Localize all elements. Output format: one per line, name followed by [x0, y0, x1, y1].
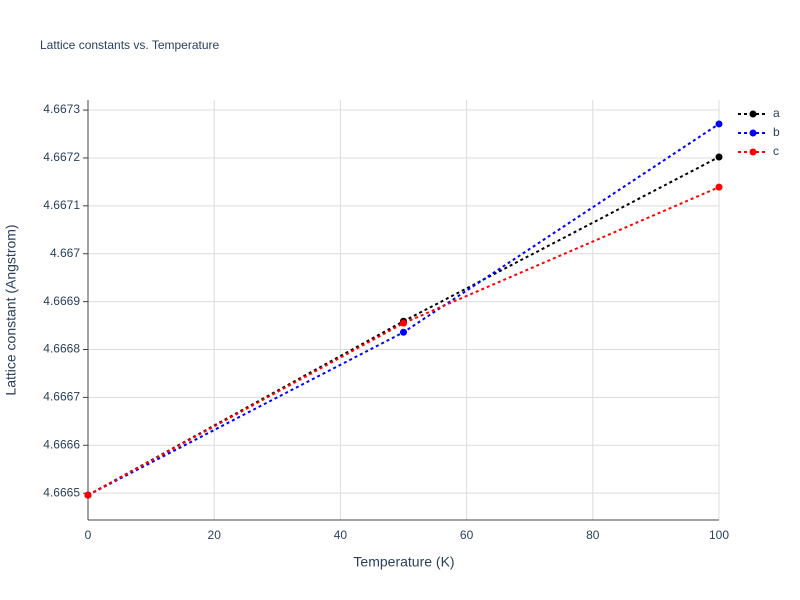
legend-marker [749, 129, 757, 137]
y-tick-label: 4.667 [50, 246, 80, 260]
y-tick-label: 4.6668 [43, 342, 80, 356]
legend-label: a [773, 106, 780, 120]
legend-label: b [773, 125, 780, 139]
x-tick-label: 80 [586, 528, 600, 542]
y-tick-label: 4.6671 [43, 198, 80, 212]
x-tick-label: 40 [334, 528, 348, 542]
legend-item: a [738, 106, 780, 120]
x-axis-label: Temperature (K) [353, 554, 454, 570]
y-tick-label: 4.6672 [43, 150, 80, 164]
data-point [400, 328, 407, 336]
data-point [400, 319, 407, 327]
y-tick-label: 4.6667 [43, 390, 80, 404]
x-tick-label: 60 [460, 528, 474, 542]
legend-item: b [738, 125, 780, 139]
series-line [87, 186, 720, 496]
data-point [715, 153, 723, 161]
data-point [715, 183, 723, 191]
series-line [87, 123, 720, 496]
data-point [84, 491, 92, 499]
legend-item: c [738, 144, 779, 158]
data-point [715, 120, 723, 128]
y-tick-label: 4.6665 [43, 485, 80, 499]
x-tick-label: 20 [208, 528, 222, 542]
x-tick-label: 100 [709, 528, 729, 542]
legend-marker [749, 110, 757, 118]
x-tick-label: 0 [85, 528, 92, 542]
y-tick-label: 4.6669 [43, 294, 80, 308]
legend-label: c [773, 144, 779, 158]
y-axis-label: Lattice constant (Angstrom) [3, 224, 19, 395]
y-tick-label: 4.6666 [43, 437, 80, 451]
y-tick-label: 4.6673 [43, 102, 80, 116]
chart-title: Lattice constants vs. Temperature [40, 38, 220, 52]
legend-marker [749, 148, 757, 156]
